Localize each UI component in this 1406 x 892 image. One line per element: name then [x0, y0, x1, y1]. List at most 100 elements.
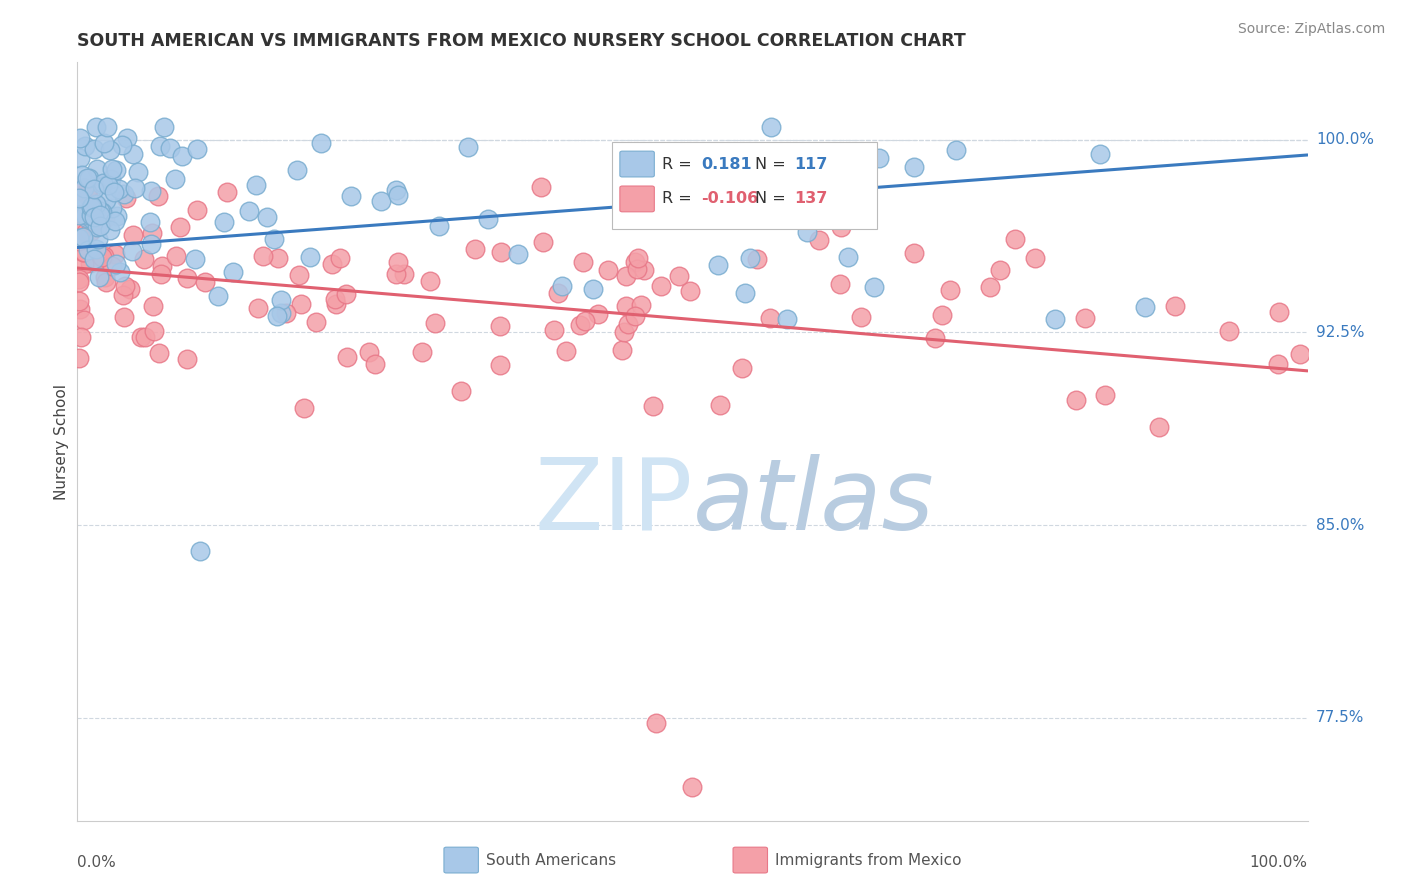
Point [70, 219, 93, 233]
Point [305, 314, 328, 328]
Point [108, 265, 131, 279]
Point [89, 219, 111, 233]
Point [551, 279, 574, 293]
Point [165, 171, 187, 186]
Point [142, 324, 165, 338]
Point [830, 220, 852, 235]
Point [903, 160, 925, 174]
Point [73, 245, 96, 260]
Point [112, 187, 135, 202]
Point [67, 191, 90, 205]
Point [270, 293, 292, 307]
Point [86, 253, 108, 268]
Text: 0.0%: 0.0% [77, 855, 117, 870]
Point [1267, 357, 1289, 371]
Point [1147, 420, 1170, 434]
Point [630, 150, 652, 164]
Point [617, 317, 640, 331]
Point [121, 244, 143, 258]
Point [612, 343, 634, 357]
Point [370, 194, 392, 208]
Point [98, 223, 121, 237]
Point [101, 161, 124, 176]
Point [830, 277, 852, 291]
Point [531, 235, 554, 249]
Point [586, 307, 609, 321]
Point [740, 251, 762, 265]
Text: Source: ZipAtlas.com: Source: ZipAtlas.com [1237, 22, 1385, 37]
Point [256, 210, 278, 224]
Point [1267, 305, 1289, 319]
Point [100, 171, 122, 186]
Text: R =: R = [662, 192, 696, 206]
Point [659, 151, 682, 165]
Point [384, 183, 406, 197]
Text: 85.0%: 85.0% [1316, 517, 1364, 533]
Point [112, 310, 135, 325]
Point [165, 249, 187, 263]
Point [67, 208, 90, 222]
Point [80, 200, 103, 214]
Point [679, 285, 702, 299]
Point [335, 287, 357, 301]
Point [76, 184, 98, 198]
Point [69, 302, 91, 317]
Point [69, 151, 91, 165]
Point [83, 142, 105, 156]
Point [569, 318, 592, 332]
Point [87, 270, 110, 285]
Point [176, 271, 198, 285]
Point [105, 209, 128, 223]
Point [419, 274, 441, 288]
Point [682, 780, 704, 795]
Point [84, 242, 107, 256]
Point [796, 225, 818, 239]
Text: N =: N = [755, 192, 792, 206]
Point [699, 198, 721, 212]
Point [67, 234, 90, 248]
Point [681, 167, 703, 181]
Point [616, 178, 638, 193]
Point [457, 140, 479, 154]
Point [290, 296, 312, 310]
Point [87, 201, 110, 215]
Point [76, 170, 98, 185]
Point [759, 310, 782, 325]
Point [73, 257, 96, 271]
Point [238, 203, 260, 218]
Point [75, 225, 97, 239]
Point [851, 310, 873, 324]
Point [188, 543, 212, 558]
Point [139, 184, 162, 198]
Point [613, 325, 636, 339]
Point [142, 299, 165, 313]
Point [329, 252, 352, 266]
Point [194, 276, 217, 290]
Point [856, 169, 879, 183]
Point [186, 202, 208, 217]
Point [93, 211, 115, 225]
Point [103, 186, 125, 200]
Text: R =: R = [662, 156, 696, 171]
Point [212, 215, 235, 229]
Point [221, 265, 243, 279]
Point [572, 255, 595, 269]
Point [1043, 312, 1066, 326]
Text: 0.181: 0.181 [702, 156, 752, 171]
Point [148, 346, 170, 360]
Point [1133, 300, 1156, 314]
Point [1218, 324, 1240, 338]
FancyBboxPatch shape [613, 142, 877, 229]
Point [83, 182, 105, 196]
Point [159, 141, 181, 155]
Point [76, 211, 98, 225]
Point [134, 330, 156, 344]
Point [96, 120, 118, 134]
Point [83, 219, 105, 234]
Point [79, 256, 101, 270]
Point [676, 173, 699, 187]
Point [807, 233, 830, 247]
Point [72, 245, 94, 260]
Point [70, 231, 93, 245]
Point [837, 250, 859, 264]
